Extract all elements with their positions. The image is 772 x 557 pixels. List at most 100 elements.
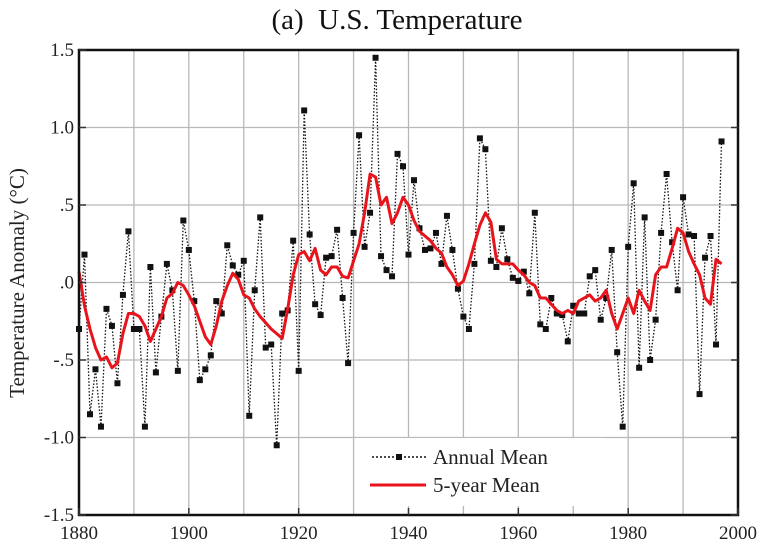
annual-mean-point	[323, 254, 330, 261]
annual-mean-point	[696, 391, 703, 398]
x-tick-label: 1960	[499, 523, 537, 544]
annual-mean-point	[246, 412, 253, 419]
legend-five-year-label: 5-year Mean	[433, 473, 540, 497]
annual-mean-point	[608, 246, 615, 253]
annual-mean-point	[575, 310, 582, 317]
y-axis: -1.5 -1.0 -.5 .0 .5 1.0 1.5	[44, 40, 738, 526]
annual-mean-point	[548, 295, 555, 301]
annual-mean-point	[361, 243, 368, 250]
x-tick-label: 1940	[390, 523, 428, 544]
annual-mean-point	[306, 231, 313, 238]
y-tick-label: .0	[60, 273, 74, 294]
annual-mean-point	[218, 310, 225, 317]
annual-mean-point	[257, 214, 264, 221]
annual-mean-point	[268, 341, 275, 348]
annual-mean-point	[147, 264, 154, 270]
annual-mean-point	[202, 366, 209, 373]
annual-mean-point	[636, 364, 643, 371]
annual-mean-point	[515, 277, 522, 284]
annual-mean-point	[279, 310, 286, 317]
annual-mean-point	[136, 326, 143, 332]
annual-mean-point	[559, 312, 566, 319]
annual-mean-point	[663, 171, 670, 177]
x-tick-label: 1900	[170, 523, 208, 544]
x-tick-label: 1980	[609, 523, 647, 544]
annual-mean-point	[356, 132, 363, 139]
y-tick-label: -1.5	[44, 505, 74, 526]
annual-mean-point	[262, 344, 269, 351]
annual-mean-point	[97, 423, 104, 430]
annual-mean-point	[707, 233, 714, 239]
annual-mean-point	[240, 257, 247, 264]
annual-mean-point	[224, 242, 231, 249]
annual-mean-point	[378, 253, 385, 260]
annual-mean-point	[130, 326, 137, 332]
annual-mean-point	[312, 301, 319, 308]
annual-mean-point	[301, 107, 308, 114]
annual-mean-point	[702, 254, 709, 261]
annual-mean-point	[658, 229, 665, 236]
annual-mean-point	[427, 245, 434, 252]
annual-mean-point	[86, 411, 93, 418]
annual-mean-point	[647, 357, 654, 363]
annual-mean-point	[443, 212, 450, 219]
annual-mean-point	[345, 360, 352, 367]
annual-mean-point	[586, 273, 593, 280]
annual-mean-point	[482, 146, 489, 153]
annual-mean-point	[652, 316, 659, 323]
x-axis: 1880 1900 1920 1940 1960 1980 2000	[60, 508, 757, 544]
annual-mean-point	[432, 229, 439, 236]
five-year-mean-line	[77, 172, 723, 370]
annual-mean-point	[295, 367, 302, 374]
annual-mean-point	[213, 298, 220, 305]
annual-mean-point	[421, 246, 428, 253]
annual-mean-point	[114, 380, 121, 387]
annual-mean-point	[487, 257, 494, 264]
five-year-mean-series	[77, 172, 723, 370]
annual-mean-point	[625, 243, 632, 250]
x-tick-label: 1920	[280, 523, 318, 544]
annual-mean-point	[471, 260, 478, 267]
annual-mean-point	[251, 287, 258, 294]
annual-mean-point	[564, 338, 571, 345]
annual-mean-point	[394, 150, 401, 157]
annual-mean-point	[449, 246, 456, 253]
annual-mean-point	[685, 231, 692, 238]
annual-mean-point	[438, 260, 445, 267]
annual-mean-point	[603, 295, 610, 301]
annual-mean-point	[383, 267, 390, 274]
annual-mean-point	[542, 326, 549, 332]
annual-mean-point	[504, 256, 511, 263]
annual-mean-point	[691, 233, 698, 239]
annual-mean-point	[273, 442, 280, 449]
chart-title: (a) U.S. Temperature	[271, 4, 522, 36]
annual-mean-point	[526, 290, 533, 297]
annual-mean-point	[614, 349, 621, 356]
annual-mean-line	[78, 57, 723, 446]
annual-mean-point	[531, 209, 538, 216]
annual-mean-point	[196, 377, 203, 384]
annual-mean-point	[207, 352, 214, 359]
annual-mean-point	[372, 54, 379, 61]
annual-mean-point	[119, 291, 126, 298]
annual-mean-point	[520, 268, 527, 275]
annual-mean-point	[81, 251, 88, 258]
annual-mean-point	[553, 310, 560, 317]
legend-box	[355, 438, 605, 506]
annual-mean-point	[718, 138, 725, 145]
annual-mean-point	[674, 287, 681, 294]
y-tick-label: .5	[60, 195, 74, 216]
annual-mean-point	[669, 239, 676, 246]
annual-mean-point	[680, 194, 687, 201]
annual-mean-point	[389, 273, 396, 280]
legend-annual-label: Annual Mean	[433, 445, 548, 469]
annual-mean-point	[476, 135, 483, 142]
annual-mean-point	[592, 267, 599, 274]
annual-mean-point	[400, 163, 407, 170]
annual-mean-point	[229, 262, 236, 269]
y-axis-label: Temperature Anomaly (°C)	[5, 168, 29, 398]
annual-mean-point	[713, 341, 720, 348]
annual-mean-point	[290, 237, 297, 244]
annual-mean-point	[597, 316, 604, 323]
